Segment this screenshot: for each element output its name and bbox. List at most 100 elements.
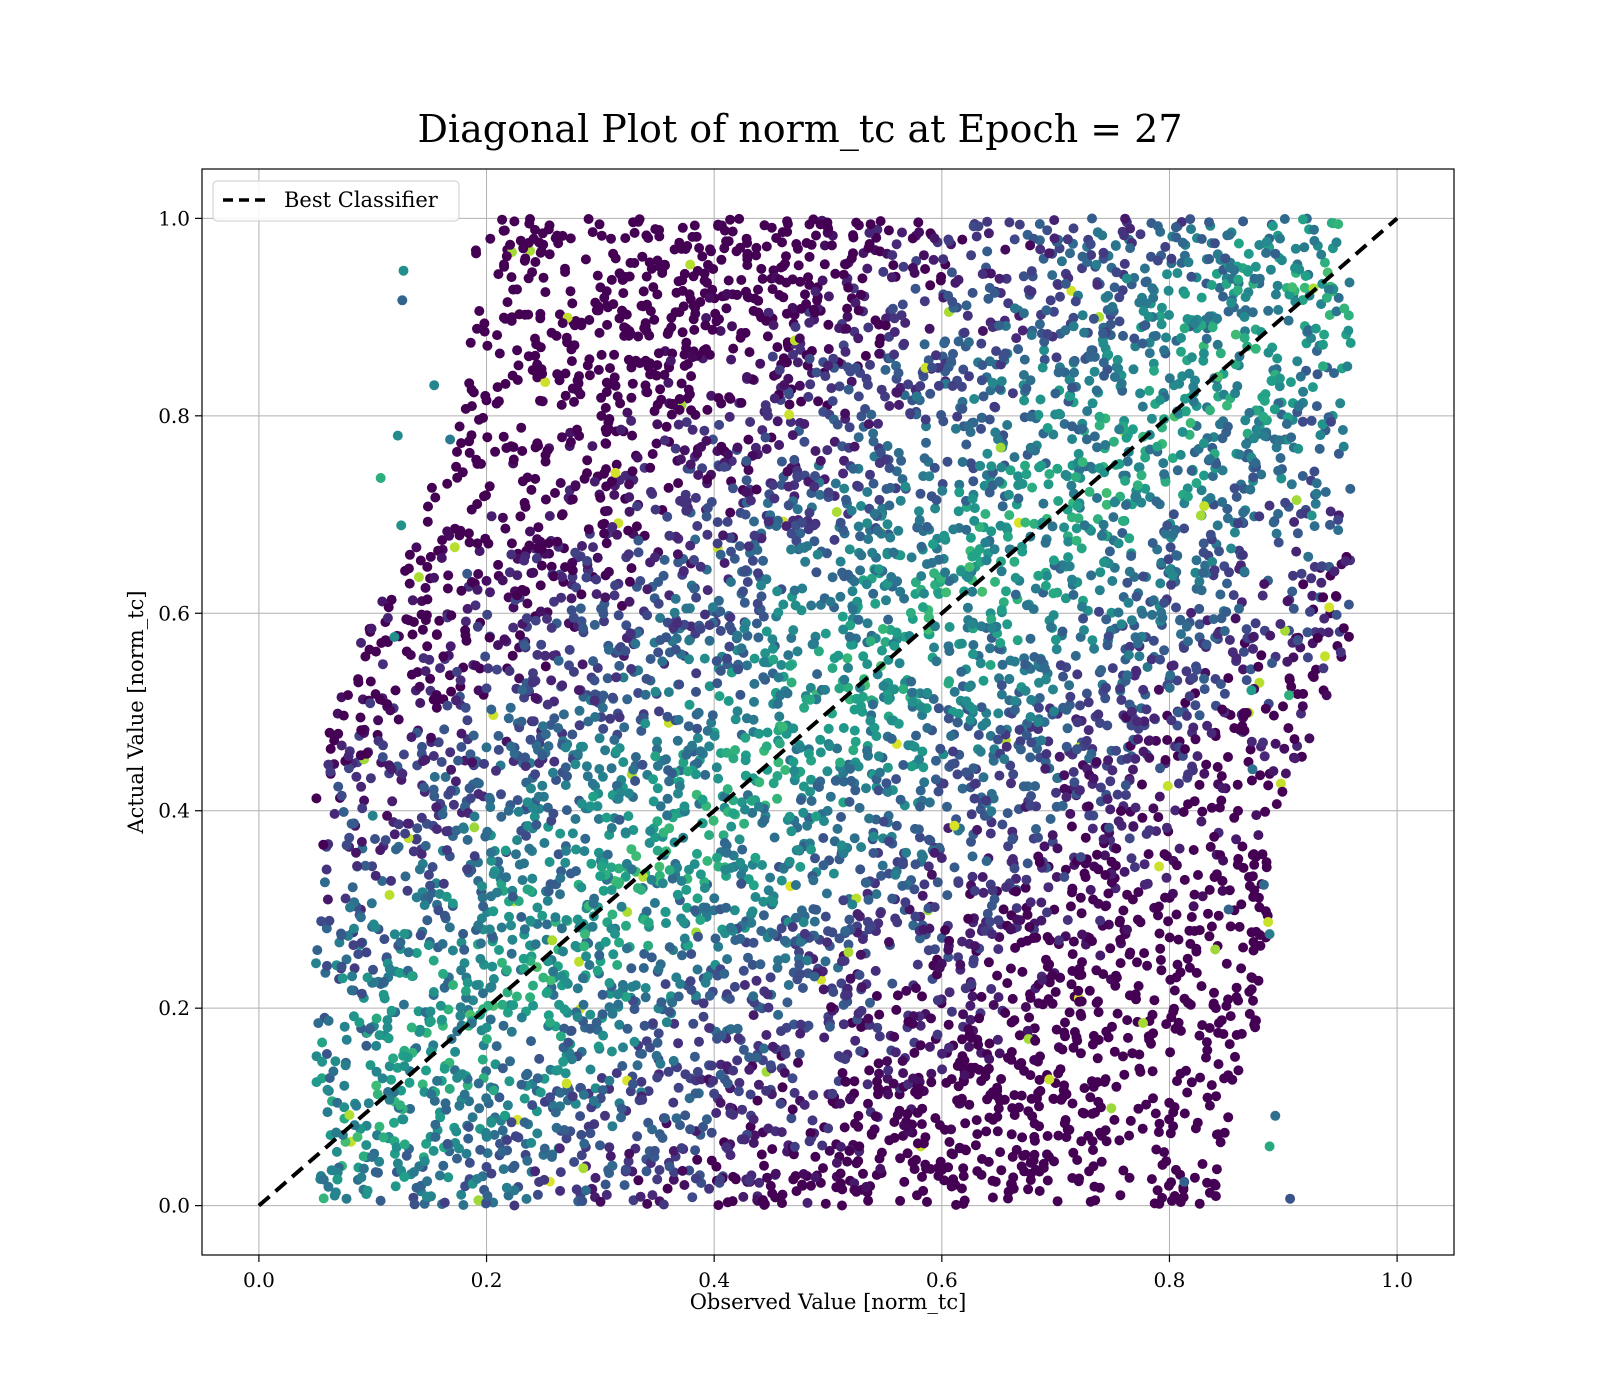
scatter-point <box>702 725 713 736</box>
scatter-point <box>733 664 744 675</box>
scatter-point <box>618 1042 628 1053</box>
scatter-point <box>588 898 599 909</box>
scatter-point <box>1212 339 1223 350</box>
scatter-point <box>985 643 995 654</box>
scatter-point <box>966 809 977 820</box>
scatter-point <box>1062 723 1073 734</box>
scatter-point <box>1271 799 1282 810</box>
scatter-point <box>917 890 928 901</box>
scatter-point <box>569 340 580 351</box>
scatter-point <box>1202 1177 1213 1188</box>
scatter-point <box>1296 568 1307 579</box>
scatter-point <box>523 309 534 320</box>
scatter-point <box>1201 759 1212 770</box>
scatter-point <box>654 1165 665 1175</box>
scatter-point <box>1176 333 1186 343</box>
scatter-point <box>1118 1165 1129 1176</box>
scatter-point <box>463 528 474 539</box>
scatter-point <box>964 1041 975 1052</box>
scatter-point <box>1133 1103 1144 1114</box>
scatter-point <box>480 831 491 842</box>
scatter-point <box>1170 805 1181 816</box>
scatter-point <box>773 955 784 966</box>
scatter-point <box>765 872 776 883</box>
scatter-point <box>454 1100 465 1111</box>
scatter-point <box>831 507 842 517</box>
scatter-point <box>377 659 388 670</box>
scatter-point <box>982 908 993 919</box>
scatter-point <box>318 1193 329 1204</box>
scatter-point <box>481 1093 492 1104</box>
scatter-point <box>1231 982 1242 993</box>
scatter-point <box>449 542 460 553</box>
scatter-point <box>497 999 508 1010</box>
scatter-point <box>1184 962 1195 973</box>
scatter-point <box>652 761 663 771</box>
scatter-point <box>995 724 1006 735</box>
scatter-point <box>1120 213 1131 224</box>
scatter-point <box>521 830 532 841</box>
scatter-point <box>730 935 741 946</box>
scatter-point <box>1298 214 1308 225</box>
scatter-point <box>957 234 968 245</box>
scatter-point <box>1051 1024 1062 1035</box>
scatter-point <box>996 566 1007 577</box>
scatter-points <box>311 213 1356 1211</box>
scatter-point <box>734 1077 745 1088</box>
scatter-point <box>363 1098 374 1109</box>
scatter-point <box>594 764 605 774</box>
scatter-point <box>522 884 533 895</box>
scatter-point <box>1092 849 1102 860</box>
scatter-point <box>408 846 419 857</box>
scatter-point <box>578 999 589 1010</box>
scatter-point <box>891 1004 902 1015</box>
scatter-point <box>725 612 736 623</box>
scatter-point <box>742 660 752 671</box>
scatter-point <box>986 526 997 537</box>
scatter-point <box>1002 978 1013 989</box>
scatter-point <box>833 650 844 661</box>
scatter-point <box>907 262 918 273</box>
scatter-point <box>1044 1074 1055 1085</box>
scatter-point <box>1209 987 1219 998</box>
scatter-point <box>591 574 602 585</box>
scatter-point <box>1155 311 1166 322</box>
scatter-point <box>1163 285 1174 296</box>
scatter-point <box>321 864 332 875</box>
scatter-point <box>556 510 567 521</box>
scatter-point <box>878 624 888 634</box>
scatter-point <box>762 331 773 342</box>
scatter-point <box>614 877 625 888</box>
scatter-point <box>1105 776 1116 787</box>
scatter-point <box>528 1000 539 1011</box>
scatter-point <box>646 952 657 963</box>
scatter-point <box>747 959 758 970</box>
scatter-point <box>965 458 976 469</box>
scatter-point <box>478 412 488 423</box>
scatter-point <box>868 478 879 489</box>
scatter-point <box>1204 931 1215 942</box>
scatter-point <box>1088 1081 1099 1092</box>
scatter-point <box>352 1132 363 1142</box>
scatter-point <box>1254 273 1265 284</box>
scatter-point <box>1186 1077 1197 1088</box>
scatter-point <box>384 1061 395 1072</box>
scatter-point <box>1146 413 1157 424</box>
scatter-point <box>614 1019 625 1030</box>
scatter-point <box>813 646 824 657</box>
scatter-point <box>975 658 986 669</box>
scatter-point <box>340 1060 351 1071</box>
scatter-point <box>851 217 862 228</box>
scatter-point <box>607 1008 618 1019</box>
scatter-point <box>504 1076 515 1087</box>
scatter-point <box>1089 861 1100 872</box>
scatter-point <box>978 675 989 686</box>
scatter-point <box>918 851 928 862</box>
scatter-point <box>1017 1132 1028 1143</box>
scatter-point <box>434 615 445 626</box>
scatter-point <box>1100 1074 1111 1085</box>
scatter-point <box>1343 325 1354 336</box>
scatter-point <box>1103 1032 1114 1043</box>
scatter-point <box>761 444 772 454</box>
scatter-point <box>637 1094 648 1105</box>
